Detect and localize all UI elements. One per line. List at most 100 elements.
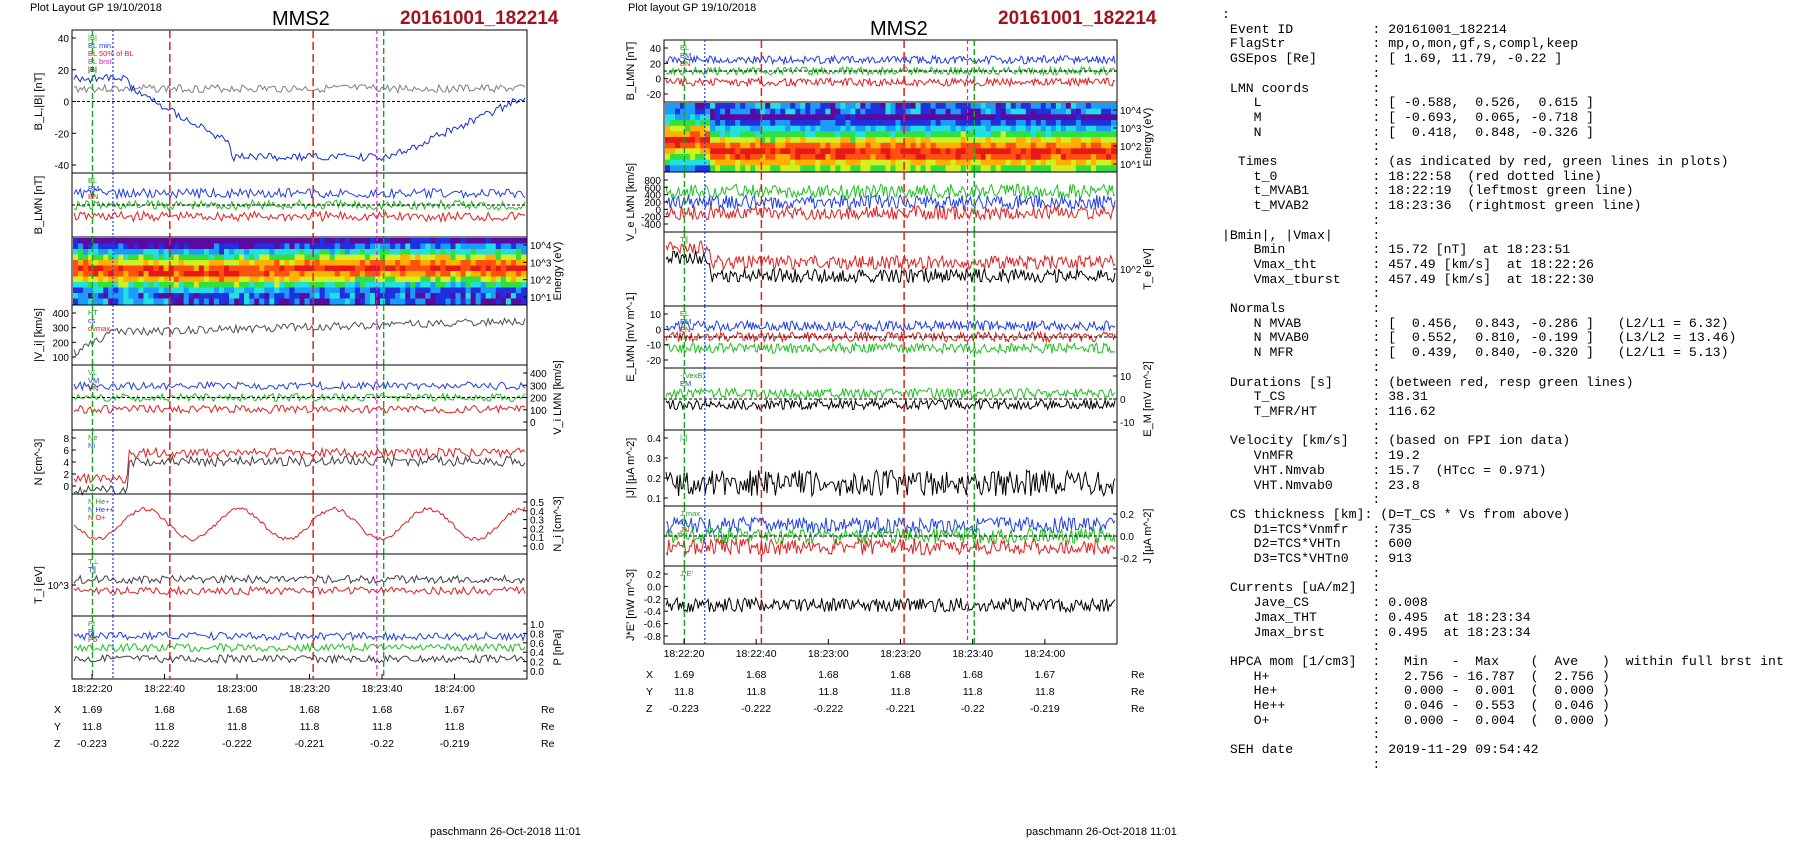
spectrogram-cell	[810, 125, 816, 132]
spectrogram-cell	[930, 120, 937, 127]
spectrogram-cell	[1050, 125, 1057, 132]
spectrogram-cell	[890, 108, 897, 115]
spectrogram-cell	[93, 276, 99, 283]
spectrogram-cell	[910, 125, 917, 132]
spectrogram-cell	[720, 159, 726, 166]
x-tick-label: 18:22:20	[72, 683, 113, 695]
y-tick-label: 0	[63, 482, 69, 493]
spectrogram-cell	[745, 114, 751, 121]
spectrogram-cell	[455, 238, 462, 245]
spectrogram-cell	[224, 249, 230, 256]
spectrogram-cell	[895, 148, 902, 155]
spectrogram-cell	[475, 254, 482, 261]
spectrogram-cell	[710, 131, 716, 138]
spectrogram-cell	[705, 125, 711, 132]
spectrogram-cell	[825, 148, 831, 155]
spectrogram-cell	[415, 254, 421, 261]
spectrogram-cell	[239, 287, 245, 294]
spectrogram-cell	[860, 103, 866, 110]
spectrogram-cell	[445, 287, 452, 294]
spectrogram-cell	[118, 276, 124, 283]
y-tick-label: 10^2	[1120, 142, 1142, 153]
spectrogram-cell	[344, 238, 351, 245]
spectrogram-cell	[354, 276, 361, 283]
spectrogram-cell	[83, 249, 89, 256]
spectrogram-cell	[168, 282, 175, 289]
spectrogram-cell	[73, 282, 79, 289]
spectrogram-cell	[158, 265, 165, 272]
legend-entry: |J|	[680, 433, 688, 442]
spectrogram-cell	[815, 103, 821, 110]
spectrogram-cell	[675, 103, 681, 110]
spectrogram-cell	[385, 271, 391, 278]
spectrogram-cell	[143, 260, 150, 267]
spectrogram-cell	[284, 276, 290, 283]
spectrogram-cell	[370, 287, 376, 294]
spectrogram-cell	[83, 293, 89, 300]
spectrogram-cell	[855, 108, 861, 115]
spectrogram-cell	[425, 265, 431, 272]
spectrogram-cell	[370, 298, 376, 305]
spectrogram-cell	[780, 159, 786, 166]
spectrogram-cell	[845, 103, 851, 110]
spectrogram-cell	[760, 125, 766, 132]
y-tick-label: 0.4	[647, 434, 661, 445]
spectrogram-cell	[1040, 154, 1047, 161]
spectrogram-cell	[995, 154, 1002, 161]
spectrogram-cell	[415, 243, 421, 250]
series-line	[665, 341, 1116, 355]
spectrogram-cell	[950, 131, 957, 138]
spectrogram-cell	[395, 254, 401, 261]
spectrogram-cell	[234, 298, 240, 305]
spectrogram-cell	[314, 243, 321, 250]
spectrogram-cell	[103, 243, 109, 250]
spectrogram-cell	[133, 238, 139, 245]
spectrogram-cell	[375, 276, 381, 283]
spectrogram-cell	[269, 254, 275, 261]
spectrogram-cell	[1005, 159, 1012, 166]
spectrogram-cell	[815, 165, 821, 172]
spectrogram-cell	[1070, 148, 1077, 155]
spectrogram-cell	[193, 271, 200, 278]
spectrogram-cell	[760, 108, 766, 115]
legend-entry: BM	[680, 51, 691, 60]
spectrogram-cell	[895, 108, 902, 115]
legend-entry: BL 50% of BL	[88, 49, 134, 58]
spectrogram-cell	[800, 114, 806, 121]
spectrogram-cell	[319, 260, 326, 267]
spectrogram-cell	[133, 249, 139, 256]
spectrogram-cell	[895, 142, 902, 149]
spectrogram-cell	[1106, 103, 1112, 110]
spectrogram-cell	[1015, 114, 1022, 121]
spectrogram-cell	[680, 120, 686, 127]
spectrogram-cell	[840, 114, 846, 121]
spectrogram-cell	[815, 131, 821, 138]
spectrogram-cell	[955, 137, 962, 144]
spectrogram-cell	[1065, 114, 1072, 121]
spectrogram-cell	[1045, 120, 1052, 127]
spectrogram-cell	[955, 131, 962, 138]
spectrogram-cell	[420, 265, 426, 272]
spectrogram-cell	[995, 103, 1002, 110]
spectrogram-cell	[845, 159, 851, 166]
spectrogram-cell	[1000, 142, 1007, 149]
spectrogram-cell	[800, 142, 806, 149]
spectrogram-cell	[900, 125, 907, 132]
spectrogram-cell	[244, 271, 250, 278]
spectrogram-cell	[870, 131, 877, 138]
spectrogram-cell	[785, 125, 791, 132]
info-line: :	[1222, 65, 1381, 81]
spectrogram-cell	[720, 137, 726, 144]
spectrogram-cell	[279, 238, 285, 245]
spectrogram-cell	[344, 271, 351, 278]
spectrogram-cell	[415, 238, 421, 245]
y-tick-label: 10^3	[1120, 124, 1142, 135]
coord-value: -0.22	[370, 738, 394, 750]
spectrogram-cell	[1035, 125, 1042, 132]
spectrogram-cell	[219, 260, 225, 267]
spectrogram-cell	[1050, 148, 1057, 155]
spectrogram-cell	[83, 265, 89, 272]
spectrogram-cell	[108, 260, 114, 267]
spectrogram-cell	[188, 265, 195, 272]
spectrogram-cell	[770, 159, 776, 166]
